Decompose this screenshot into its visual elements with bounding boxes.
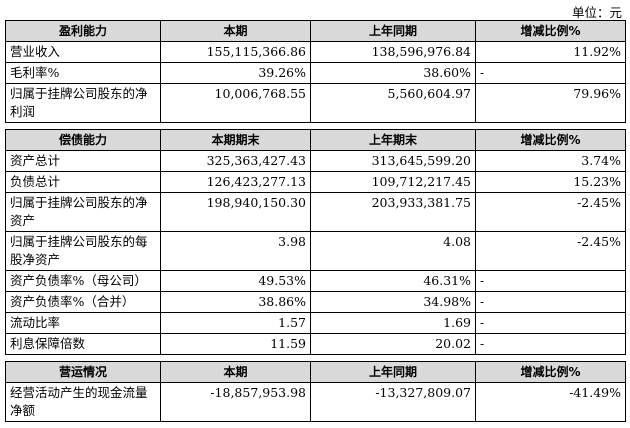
value-cell: 20.02	[310, 333, 476, 355]
value-cell: 15.23%	[475, 171, 626, 193]
value-cell: 138,596,976.84	[310, 41, 476, 63]
value-cell: 155,115,366.86	[160, 41, 311, 63]
data-table: 偿债能力 本期期末 上年期末 增减比例% 资产总计 325,363,427.43 313,6…	[5, 129, 626, 355]
row-label: 归属于挂牌公司股东的每股净资产	[5, 231, 161, 271]
header-cell: 上年期末	[310, 129, 476, 151]
data-table: 盈利能力 本期 上年同期 增减比例% 营业收入 155,115,366.86 138,596…	[5, 20, 626, 123]
value-cell: 11.92%	[475, 41, 626, 63]
row-label: 负债总计	[5, 171, 161, 193]
table-row: 负债总计 126,423,277.13 109,712,217.45 15.23%	[5, 171, 626, 193]
header-cell: 增减比例%	[475, 20, 626, 42]
table-row: 资产总计 325,363,427.43 313,645,599.20 3.74%	[5, 150, 626, 172]
value-cell: -	[475, 270, 626, 292]
value-cell: 4.08	[310, 231, 476, 271]
header-cell: 本期期末	[160, 129, 311, 151]
value-cell: -41.49%	[475, 382, 626, 422]
value-cell: 1.57	[160, 312, 311, 334]
tables: 盈利能力 本期 上年同期 增减比例% 营业收入 155,115,366.86 138,596…	[5, 20, 626, 428]
table-row: 归属于挂牌公司股东的净利润 10,006,768.55 5,560,604.97 79…	[5, 83, 626, 123]
table-row: 归属于挂牌公司股东的净资产 198,940,150.30 203,933,381.7…	[5, 192, 626, 232]
value-cell: 126,423,277.13	[160, 171, 311, 193]
value-cell: 3.74%	[475, 150, 626, 172]
row-label: 营业收入	[5, 41, 161, 63]
value-cell: 203,933,381.75	[310, 192, 476, 232]
value-cell: 38.60%	[310, 62, 476, 84]
value-cell: 39.26%	[160, 62, 311, 84]
page: 单位：元 盈利能力 本期 上年同期 增减比例% 营业收入 155,115,366.86 13…	[5, 5, 626, 422]
row-label: 经营活动产生的现金流量净额	[5, 382, 161, 422]
header-cell: 营运情况	[5, 361, 161, 383]
value-cell: 34.98%	[310, 291, 476, 313]
value-cell: -18,857,953.98	[160, 382, 311, 422]
header-cell: 上年同期	[310, 361, 476, 383]
value-cell: -	[475, 291, 626, 313]
row-label: 归属于挂牌公司股东的净资产	[5, 192, 161, 232]
value-cell: -	[475, 312, 626, 334]
value-cell: 109,712,217.45	[310, 171, 476, 193]
value-cell: 5,560,604.97	[310, 83, 476, 123]
header-cell: 本期	[160, 20, 311, 42]
unit-label: 单位：元	[571, 5, 622, 20]
value-cell: -13,327,809.07	[310, 382, 476, 422]
value-cell: 325,363,427.43	[160, 150, 311, 172]
row-label: 流动比率	[5, 312, 161, 334]
table-row: 毛利率% 39.26% 38.60% -	[5, 62, 626, 84]
table-row: 利息保障倍数 11.59 20.02-	[5, 333, 626, 355]
value-cell: 79.96%	[475, 83, 626, 123]
header-cell: 偿债能力	[5, 129, 161, 151]
value-cell: -2.45%	[475, 192, 626, 232]
value-cell: -	[475, 62, 626, 84]
value-cell: -	[475, 333, 626, 355]
header-cell: 盈利能力	[5, 20, 161, 42]
value-cell: 10,006,768.55	[160, 83, 311, 123]
value-cell: 49.53%	[160, 270, 311, 292]
table-row: 资产负债率%（母公司） 49.53% 46.31% -	[5, 270, 626, 292]
table-row: 营业收入 155,115,366.86 138,596,976.84 11.92%	[5, 41, 626, 63]
value-cell: 3.98	[160, 231, 311, 271]
value-cell: 198,940,150.30	[160, 192, 311, 232]
header-cell: 增减比例%	[475, 361, 626, 383]
table-row: 流动比率 1.57 1.69-	[5, 312, 626, 334]
value-cell: 313,645,599.20	[310, 150, 476, 172]
table-row: 经营活动产生的现金流量净额 -18,857,953.98 -13,327,809.0…	[5, 382, 626, 422]
header-row: 营运情况 本期 上年同期 增减比例%	[5, 361, 626, 383]
header-cell: 本期	[160, 361, 311, 383]
header-row: 盈利能力 本期 上年同期 增减比例%	[5, 20, 626, 42]
value-cell: -2.45%	[475, 231, 626, 271]
row-label: 资产负债率%（合并）	[5, 291, 161, 313]
value-cell: 38.86%	[160, 291, 311, 313]
row-label: 资产负债率%（母公司）	[5, 270, 161, 292]
value-cell: 46.31%	[310, 270, 476, 292]
row-label: 利息保障倍数	[5, 333, 161, 355]
header-cell: 增减比例%	[475, 129, 626, 151]
table-row: 归属于挂牌公司股东的每股净资产 3.98 4.08 -2.45%	[5, 231, 626, 271]
value-cell: 11.59	[160, 333, 311, 355]
header-cell: 上年同期	[310, 20, 476, 42]
row-label: 资产总计	[5, 150, 161, 172]
row-label: 毛利率%	[5, 62, 161, 84]
row-label: 归属于挂牌公司股东的净利润	[5, 83, 161, 123]
header-row: 偿债能力 本期期末 上年期末 增减比例%	[5, 129, 626, 151]
data-table: 营运情况 本期 上年同期 增减比例% 经营活动产生的现金流量净额 -18,857,953.…	[5, 361, 626, 422]
value-cell: 1.69	[310, 312, 476, 334]
table-row: 资产负债率%（合并） 38.86% 34.98% -	[5, 291, 626, 313]
